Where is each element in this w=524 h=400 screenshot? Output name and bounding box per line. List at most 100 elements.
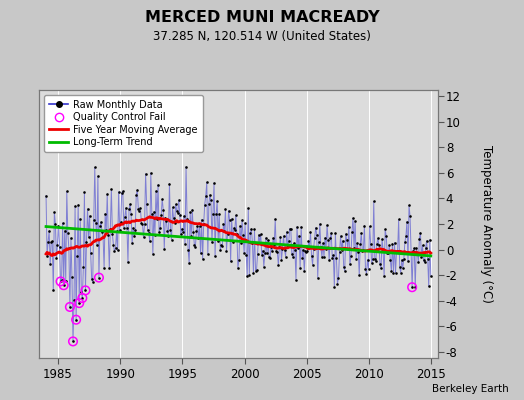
Point (267, 244, 275, 250)
Point (349, 215, 357, 221)
Point (254, 250, 262, 257)
Point (411, 284, 419, 290)
Point (112, 228, 121, 235)
Point (68, 274, 76, 280)
Point (236, 223, 244, 229)
Point (49, 287, 58, 294)
Point (219, 221, 227, 228)
Point (211, 253, 219, 260)
Point (169, 215, 178, 222)
Point (384, 250, 392, 256)
Point (94, 173, 102, 179)
Point (191, 244, 200, 250)
Point (247, 226, 256, 232)
Point (360, 222, 368, 229)
Point (122, 204, 130, 211)
Point (372, 258, 380, 265)
Point (292, 276, 300, 283)
Text: Berkeley Earth: Berkeley Earth (432, 384, 508, 394)
Point (100, 265, 108, 272)
Point (305, 244, 314, 250)
Point (260, 250, 269, 256)
Point (408, 284, 417, 290)
Point (231, 227, 239, 233)
Point (281, 253, 290, 260)
Point (273, 248, 281, 255)
Point (53, 242, 62, 248)
Point (91, 164, 99, 171)
Point (378, 236, 386, 242)
Point (190, 241, 199, 248)
Point (64, 245, 73, 251)
Point (72, 316, 80, 323)
Point (124, 259, 132, 265)
Point (47, 238, 56, 245)
Point (261, 235, 270, 241)
Point (80, 189, 89, 195)
Point (63, 230, 72, 236)
Point (329, 252, 337, 259)
Point (406, 213, 414, 220)
Point (253, 266, 261, 273)
Point (89, 278, 97, 285)
Point (52, 255, 61, 261)
Point (240, 250, 248, 256)
Point (385, 242, 394, 248)
Point (409, 247, 417, 254)
Point (215, 210, 223, 217)
Point (119, 225, 128, 232)
Point (209, 211, 217, 217)
Point (232, 212, 240, 218)
Point (325, 257, 333, 264)
Point (140, 221, 149, 227)
Point (320, 254, 328, 260)
Point (166, 227, 174, 233)
Point (351, 218, 359, 224)
Point (400, 256, 408, 262)
Point (290, 240, 298, 246)
Point (427, 273, 435, 279)
Point (414, 259, 422, 266)
Point (277, 257, 286, 263)
Point (125, 206, 133, 212)
Point (300, 268, 309, 274)
Point (173, 210, 182, 216)
Point (222, 248, 231, 254)
Point (287, 226, 295, 232)
Point (186, 209, 194, 216)
Point (104, 232, 113, 238)
Point (207, 197, 215, 204)
Point (264, 237, 272, 243)
Point (350, 245, 358, 252)
Point (88, 276, 96, 282)
Point (212, 211, 220, 217)
Point (196, 250, 205, 256)
Point (368, 256, 377, 262)
Point (195, 223, 204, 229)
Point (230, 225, 238, 231)
Point (75, 300, 83, 306)
Point (310, 234, 319, 241)
Point (223, 230, 232, 237)
Point (96, 223, 104, 230)
Point (174, 197, 183, 203)
Point (274, 262, 282, 268)
Point (62, 188, 71, 194)
Point (294, 244, 302, 251)
Point (366, 240, 375, 247)
Point (156, 225, 165, 232)
Text: MERCED MUNI MACREADY: MERCED MUNI MACREADY (145, 10, 379, 25)
Point (259, 247, 267, 254)
Point (362, 270, 370, 277)
Point (412, 245, 420, 251)
Point (152, 188, 160, 194)
Point (116, 218, 125, 225)
Point (357, 230, 366, 236)
Point (76, 216, 84, 222)
Point (346, 261, 354, 268)
Point (90, 217, 98, 223)
Point (201, 201, 209, 208)
Point (259, 263, 268, 270)
Point (233, 231, 241, 238)
Point (313, 274, 322, 281)
